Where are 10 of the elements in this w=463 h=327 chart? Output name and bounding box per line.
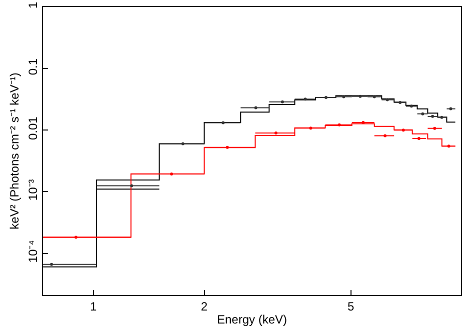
x-axis-title: Energy (keV) xyxy=(216,312,288,326)
y-tick-label: 0.01 xyxy=(26,116,40,140)
y-tick-label: 1 xyxy=(26,2,40,9)
x-tick-label: 5 xyxy=(348,299,355,314)
x-tick-label: 2 xyxy=(200,299,208,314)
y-tick-label: 10⁻⁴ xyxy=(26,240,40,263)
x-tick-label: 1 xyxy=(90,299,98,314)
y-tick-label: 0.1 xyxy=(26,58,40,76)
y-axis-title: keV² (Photons cm⁻² s⁻¹ keV⁻¹) xyxy=(8,72,22,230)
y-tick-label: 10⁻³ xyxy=(26,179,40,201)
